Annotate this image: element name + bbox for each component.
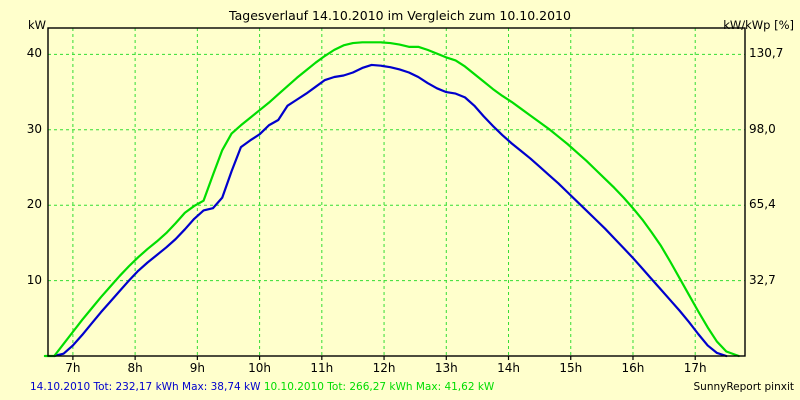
series-a-summary: 14.10.2010 Tot: 232,17 kWh Max: 38,74 kW xyxy=(30,381,261,393)
right-axis-tick-label: 130,7 xyxy=(749,46,784,61)
right-axis-tick-label: 65,4 xyxy=(749,197,776,212)
plot-frame xyxy=(47,27,746,357)
left-axis-tick-label: 10 xyxy=(26,272,42,287)
series-summary-legend: 14.10.2010 Tot: 232,17 kWh Max: 38,74 kW… xyxy=(30,381,494,393)
chart-title: Tagesverlauf 14.10.2010 im Vergleich zum… xyxy=(229,8,571,23)
x-axis-tick-label: 15h xyxy=(559,361,583,375)
x-axis-tick-label: 10h xyxy=(248,361,272,375)
x-axis-tick-label: 13h xyxy=(434,361,458,375)
x-axis-tick-label: 14h xyxy=(497,361,520,375)
series-b-summary: 10.10.2010 Tot: 266,27 kWh Max: 41,62 kW xyxy=(263,381,495,393)
x-axis-tick-label: 12h xyxy=(372,361,396,375)
report-credit: SunnyReport pinxit xyxy=(693,381,794,393)
left-axis-tick-label: 30 xyxy=(26,121,42,136)
x-axis-tick-label: 8h xyxy=(127,361,143,375)
series-line-b xyxy=(43,41,740,358)
left-axis-tick-label: 40 xyxy=(26,46,42,61)
left-axis-unit-label: kW xyxy=(28,18,47,32)
x-axis-tick-label: 16h xyxy=(621,361,645,375)
series-line-a xyxy=(53,63,728,358)
x-axis-tick-label: 9h xyxy=(189,361,205,375)
x-axis-tick-label: 11h xyxy=(310,361,334,375)
x-axis-tick-label: 17h xyxy=(683,361,707,375)
right-axis-tick-label: 32,7 xyxy=(749,272,776,287)
right-axis-tick-label: 98,0 xyxy=(749,121,776,136)
x-axis-tick-label: 7h xyxy=(65,361,81,375)
left-axis-tick-label: 20 xyxy=(26,197,42,212)
